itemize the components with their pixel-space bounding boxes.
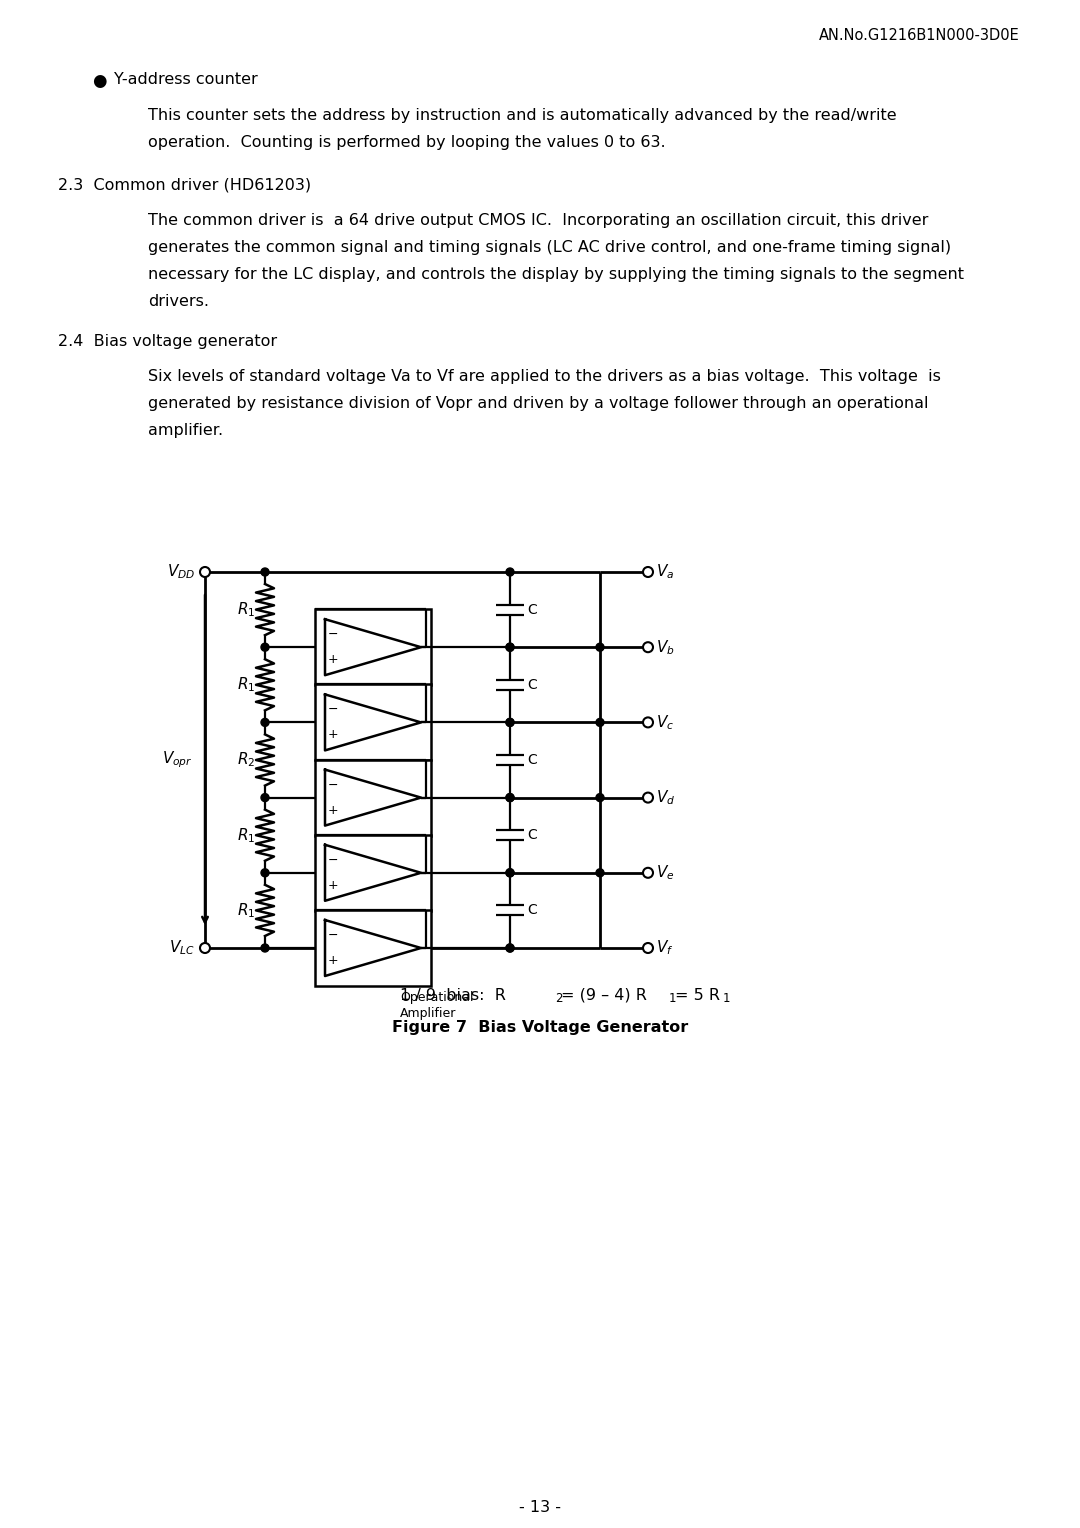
Text: = 5 R: = 5 R [675, 989, 720, 1002]
Text: C: C [527, 602, 537, 617]
Circle shape [643, 868, 653, 877]
Text: $R_1$: $R_1$ [237, 902, 255, 920]
Text: necessary for the LC display, and controls the display by supplying the timing s: necessary for the LC display, and contro… [148, 267, 964, 283]
Text: $R_2$: $R_2$ [237, 750, 255, 770]
Circle shape [507, 944, 514, 952]
Text: −: − [327, 778, 338, 792]
Text: $R_1$: $R_1$ [237, 675, 255, 694]
Bar [315, 685, 431, 761]
Text: $V_{opr}$: $V_{opr}$ [162, 750, 193, 770]
Text: Operational
Amplifier: Operational Amplifier [400, 992, 473, 1021]
Circle shape [261, 793, 269, 802]
Text: +: + [327, 953, 338, 967]
Text: $V_e$: $V_e$ [656, 863, 675, 882]
Circle shape [261, 568, 269, 576]
Text: $R_1$: $R_1$ [237, 825, 255, 845]
Text: C: C [527, 753, 537, 767]
Text: C: C [527, 903, 537, 917]
Circle shape [261, 944, 269, 952]
Circle shape [596, 643, 604, 651]
Bar [315, 759, 431, 836]
Circle shape [507, 718, 514, 726]
Text: This counter sets the address by instruction and is automatically advanced by th: This counter sets the address by instruc… [148, 108, 896, 122]
Text: generated by resistance division of Vopr and driven by a voltage follower throug: generated by resistance division of Vopr… [148, 396, 929, 411]
Circle shape [596, 869, 604, 877]
Text: amplifier.: amplifier. [148, 423, 224, 439]
Circle shape [643, 943, 653, 953]
Text: ●: ● [92, 72, 107, 90]
Text: $V_b$: $V_b$ [656, 637, 675, 657]
Circle shape [507, 568, 514, 576]
Circle shape [261, 718, 269, 726]
Bar [315, 911, 431, 986]
Text: generates the common signal and timing signals (LC AC drive control, and one-fra: generates the common signal and timing s… [148, 240, 951, 255]
Text: +: + [327, 879, 338, 892]
Text: −: − [327, 854, 338, 866]
Circle shape [507, 944, 514, 952]
Circle shape [261, 643, 269, 651]
Circle shape [507, 643, 514, 651]
Text: Six levels of standard voltage Va to Vf are applied to the drivers as a bias vol: Six levels of standard voltage Va to Vf … [148, 368, 941, 384]
Text: $R_1$: $R_1$ [237, 601, 255, 619]
Text: 2.4  Bias voltage generator: 2.4 Bias voltage generator [58, 335, 278, 348]
Text: +: + [327, 804, 338, 816]
Circle shape [507, 718, 514, 726]
Text: The common driver is  a 64 drive output CMOS IC.  Incorporating an oscillation c: The common driver is a 64 drive output C… [148, 212, 929, 228]
Text: $V_c$: $V_c$ [656, 714, 674, 732]
Text: drivers.: drivers. [148, 293, 210, 309]
Text: 2: 2 [555, 992, 563, 1005]
Text: operation.  Counting is performed by looping the values 0 to 63.: operation. Counting is performed by loop… [148, 134, 665, 150]
Text: Y-address counter: Y-address counter [114, 72, 258, 87]
Text: −: − [327, 628, 338, 642]
Circle shape [643, 567, 653, 578]
Circle shape [507, 869, 514, 877]
Text: 1: 1 [669, 992, 676, 1005]
Text: C: C [527, 828, 537, 842]
Circle shape [200, 567, 210, 578]
Circle shape [643, 642, 653, 652]
Circle shape [507, 869, 514, 877]
Text: +: + [327, 654, 338, 666]
Text: C: C [527, 678, 537, 692]
Text: AN.No.G1216B1N000-3D0E: AN.No.G1216B1N000-3D0E [820, 28, 1020, 43]
Text: $V_{DD}$: $V_{DD}$ [166, 562, 195, 581]
Text: −: − [327, 703, 338, 717]
Circle shape [507, 643, 514, 651]
Text: +: + [327, 729, 338, 741]
Text: 1 / 9  bias:  R: 1 / 9 bias: R [400, 989, 505, 1002]
Bar [315, 610, 431, 685]
Text: 1: 1 [723, 992, 730, 1005]
Text: $V_f$: $V_f$ [656, 938, 674, 958]
Circle shape [507, 793, 514, 802]
Text: = (9 – 4) R: = (9 – 4) R [561, 989, 647, 1002]
Text: $V_d$: $V_d$ [656, 788, 675, 807]
Circle shape [596, 793, 604, 802]
Text: 2.3  Common driver (HD61203): 2.3 Common driver (HD61203) [58, 177, 311, 193]
Text: $V_a$: $V_a$ [656, 562, 674, 581]
Text: Figure 7  Bias Voltage Generator: Figure 7 Bias Voltage Generator [392, 1021, 688, 1034]
Circle shape [596, 718, 604, 726]
Bar [315, 834, 431, 911]
Circle shape [507, 793, 514, 802]
Text: −: − [327, 929, 338, 941]
Text: $V_{LC}$: $V_{LC}$ [170, 938, 195, 958]
Circle shape [200, 943, 210, 953]
Text: - 13 -: - 13 - [519, 1500, 561, 1514]
Circle shape [643, 718, 653, 727]
Circle shape [643, 793, 653, 802]
Circle shape [261, 869, 269, 877]
